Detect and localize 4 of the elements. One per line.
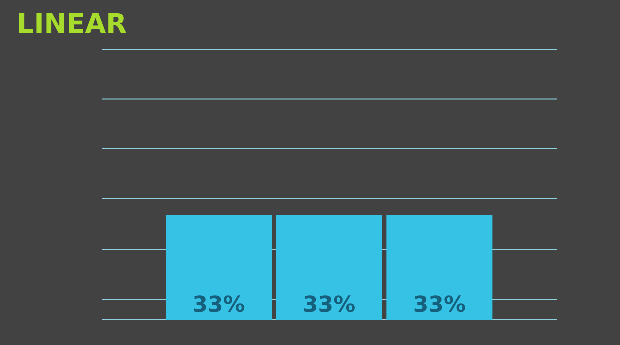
data-label: 33%: [302, 293, 356, 318]
data-label: 33%: [413, 293, 466, 318]
data-label: 33%: [192, 293, 246, 318]
chart-title: LINEAR: [17, 9, 127, 40]
